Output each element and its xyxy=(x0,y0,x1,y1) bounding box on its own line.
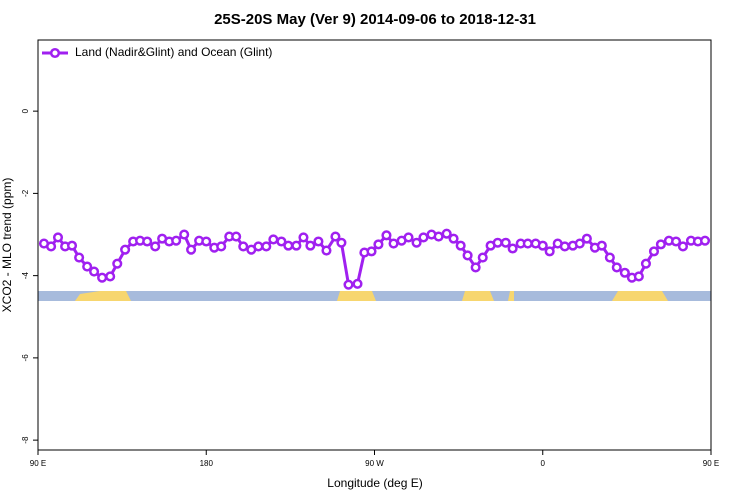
data-point xyxy=(388,238,399,249)
y-axis-label: XCO2 - MLO trend (ppm) xyxy=(0,178,14,313)
data-point xyxy=(373,239,384,250)
data-point xyxy=(544,246,555,257)
data-point xyxy=(455,240,466,251)
data-point xyxy=(343,279,354,290)
data-point xyxy=(253,241,264,252)
data-point xyxy=(640,258,651,269)
data-point xyxy=(291,240,302,251)
data-point xyxy=(321,245,332,256)
data-point xyxy=(112,258,123,269)
data-point xyxy=(352,278,363,289)
data-point xyxy=(507,243,518,254)
data-point xyxy=(522,238,533,249)
data-point xyxy=(619,267,630,278)
data-point xyxy=(448,233,459,244)
data-point xyxy=(201,236,212,247)
data-point xyxy=(142,236,153,247)
data-point xyxy=(105,271,116,282)
data-point xyxy=(268,234,279,245)
land-region xyxy=(612,291,668,301)
chart-title: 25S-20S May (Ver 9) 2014-09-06 to 2018-1… xyxy=(214,11,536,28)
x-axis-label: Longitude (deg E) xyxy=(327,476,422,490)
legend-marker xyxy=(49,47,61,59)
data-point xyxy=(574,238,585,249)
data-point xyxy=(366,246,377,257)
data-point xyxy=(492,237,503,248)
data-point xyxy=(336,237,347,248)
data-point xyxy=(97,272,108,283)
data-point xyxy=(74,252,85,263)
y-tick-label: -6 xyxy=(21,354,30,362)
x-tick-label: 180 xyxy=(200,459,214,468)
data-point xyxy=(411,237,422,248)
data-point xyxy=(655,239,666,250)
data-point xyxy=(477,252,488,263)
data-point xyxy=(403,232,414,243)
data-point xyxy=(261,241,272,252)
legend-label: Land (Nadir&Glint) and Ocean (Glint) xyxy=(75,45,272,59)
x-tick-label: 90 W xyxy=(365,459,384,468)
ocean-band xyxy=(38,291,711,301)
data-point xyxy=(216,241,227,252)
data-point xyxy=(276,236,287,247)
data-point xyxy=(305,240,316,251)
data-point xyxy=(699,235,711,246)
data-point xyxy=(330,231,341,242)
data-point xyxy=(186,244,197,255)
land-region xyxy=(75,291,131,301)
data-point xyxy=(470,262,481,273)
data-point xyxy=(313,236,324,247)
data-point xyxy=(381,230,392,241)
data-point xyxy=(596,240,607,251)
data-point xyxy=(283,240,294,251)
data-point xyxy=(179,229,190,240)
data-point xyxy=(633,271,644,282)
data-point xyxy=(559,241,570,252)
land-region xyxy=(508,291,514,301)
x-tick-label: 0 xyxy=(541,459,546,468)
data-point xyxy=(46,241,57,252)
data-point xyxy=(418,232,429,243)
data-point xyxy=(670,236,682,247)
data-point xyxy=(82,261,93,272)
land-region xyxy=(337,291,376,301)
data-point xyxy=(66,240,78,251)
data-point xyxy=(238,241,249,252)
data-point xyxy=(441,228,452,239)
data-point xyxy=(581,233,592,244)
y-tick-label: -2 xyxy=(21,189,30,197)
data-point xyxy=(537,240,548,251)
data-point xyxy=(611,262,622,273)
land-ocean-strip xyxy=(38,291,711,301)
land-region xyxy=(462,291,494,301)
data-point xyxy=(604,252,615,263)
data-point xyxy=(120,244,131,255)
data-point xyxy=(52,232,64,243)
data-point xyxy=(231,231,242,242)
x-tick-label: 90 E xyxy=(703,459,719,468)
data-point xyxy=(433,231,444,242)
data-point xyxy=(150,241,161,252)
y-tick-label: -4 xyxy=(21,272,30,280)
data-point xyxy=(89,266,100,277)
y-tick-label: 0 xyxy=(21,108,30,113)
data-point xyxy=(298,232,309,243)
data-point xyxy=(171,235,182,246)
data-point xyxy=(677,241,689,252)
y-tick-label: -8 xyxy=(21,436,30,444)
data-point xyxy=(500,237,511,248)
x-tick-label: 90 E xyxy=(30,459,46,468)
data-point xyxy=(648,246,660,257)
data-point xyxy=(462,250,473,261)
